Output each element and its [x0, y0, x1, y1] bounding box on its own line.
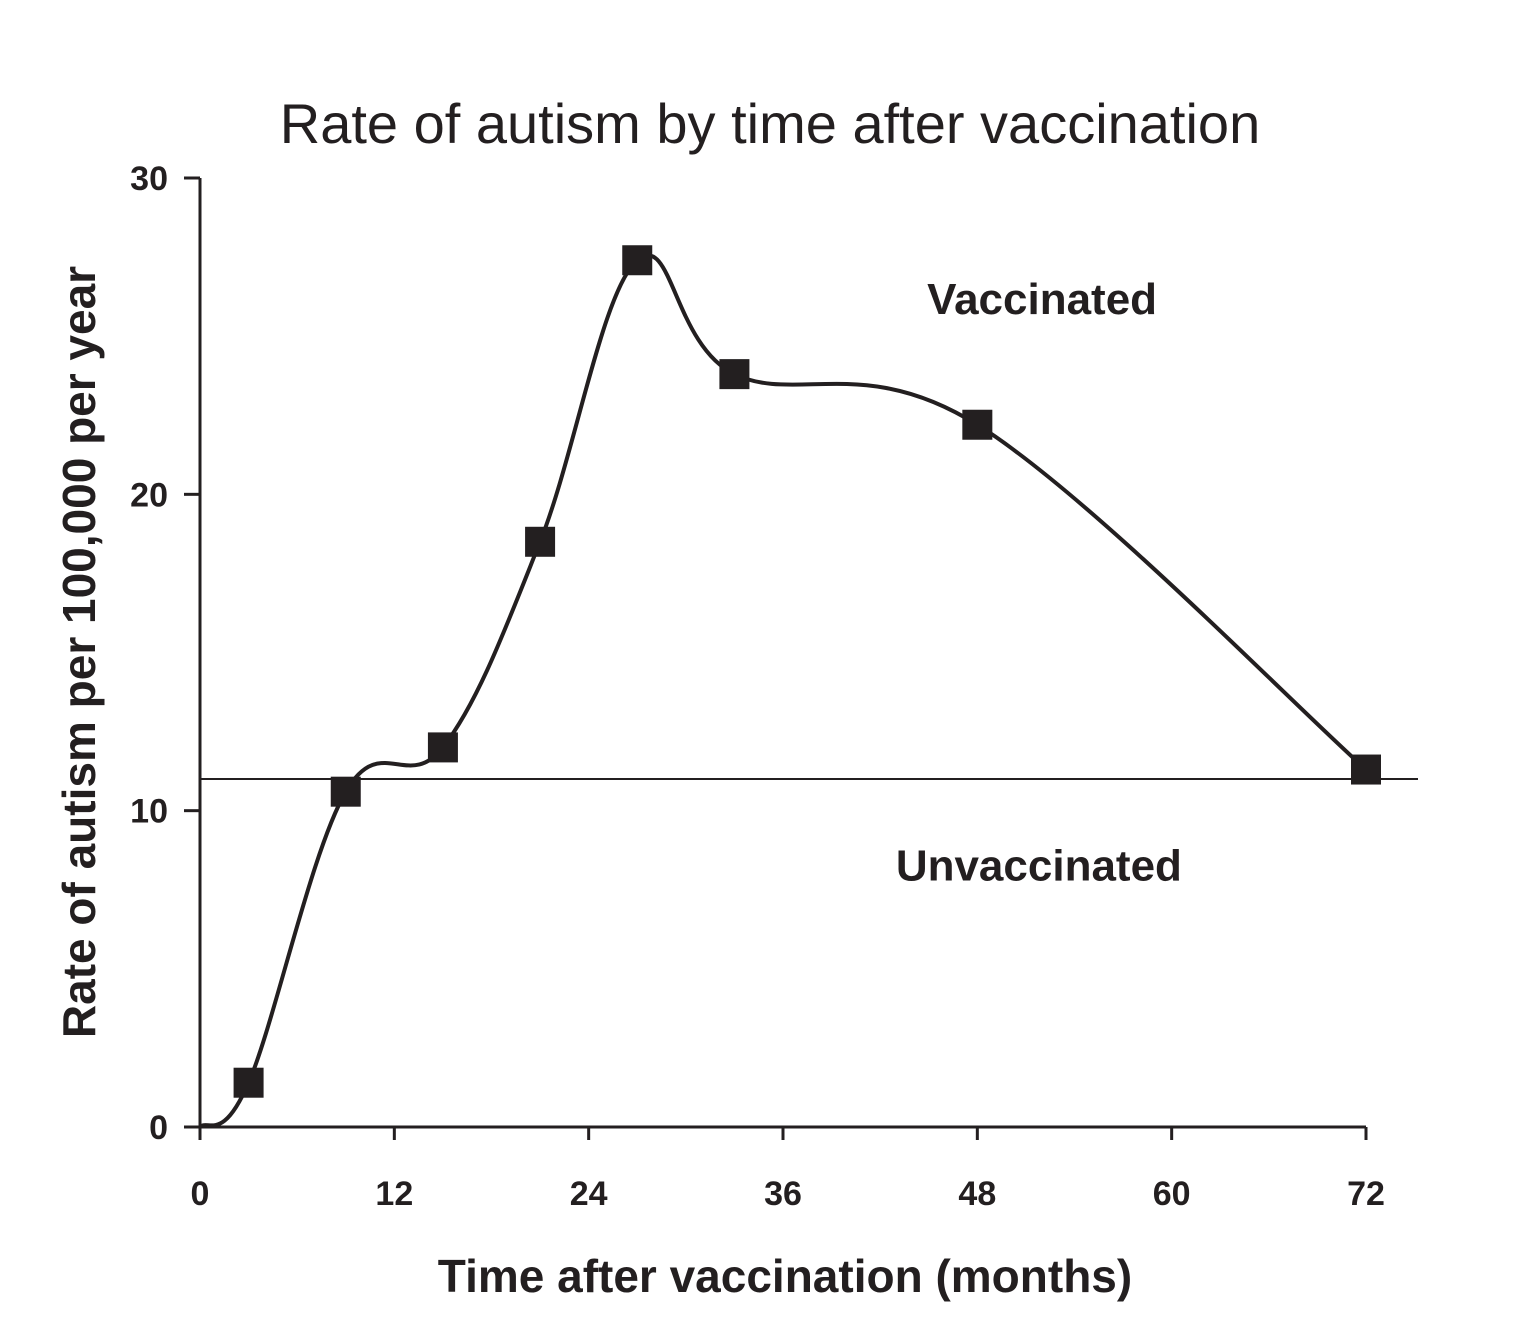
data-point-marker: [622, 245, 653, 276]
chart-title: Rate of autism by time after vaccination: [280, 92, 1260, 155]
annotation-label: Vaccinated: [927, 275, 1157, 324]
x-tick-label: 24: [570, 1175, 608, 1213]
y-tick-label: 10: [130, 793, 168, 831]
x-tick-label: 60: [1153, 1175, 1191, 1213]
data-point-marker: [719, 359, 750, 390]
annotation-layer: Vaccinated Unvaccinated: [896, 275, 1182, 890]
axes: 0 10 20 30 0 12 24 36 48 60 72: [130, 160, 1385, 1213]
data-point-marker: [330, 776, 361, 807]
data-point-marker: [427, 732, 458, 763]
y-axis-title: Rate of autism per 100,000 per year: [53, 266, 105, 1038]
annotation-label: Unvaccinated: [896, 841, 1182, 890]
y-tick-label: 20: [130, 476, 168, 514]
y-tick-label: 30: [130, 160, 168, 198]
series-line: [198, 253, 1368, 1129]
x-axis-title: Time after vaccination (months): [438, 1250, 1132, 1302]
y-tick-label: 0: [149, 1109, 168, 1147]
x-tick-label: 48: [958, 1175, 996, 1213]
series-layer: [198, 245, 1381, 1129]
data-point-marker: [525, 526, 556, 557]
x-tick-label: 12: [375, 1175, 413, 1213]
x-tick-label: 36: [764, 1175, 802, 1213]
x-tick-label: 0: [191, 1175, 210, 1213]
x-tick-label: 72: [1347, 1175, 1385, 1213]
data-point-marker: [962, 409, 993, 440]
data-point-marker: [233, 1067, 264, 1098]
data-point-marker: [1351, 754, 1381, 785]
